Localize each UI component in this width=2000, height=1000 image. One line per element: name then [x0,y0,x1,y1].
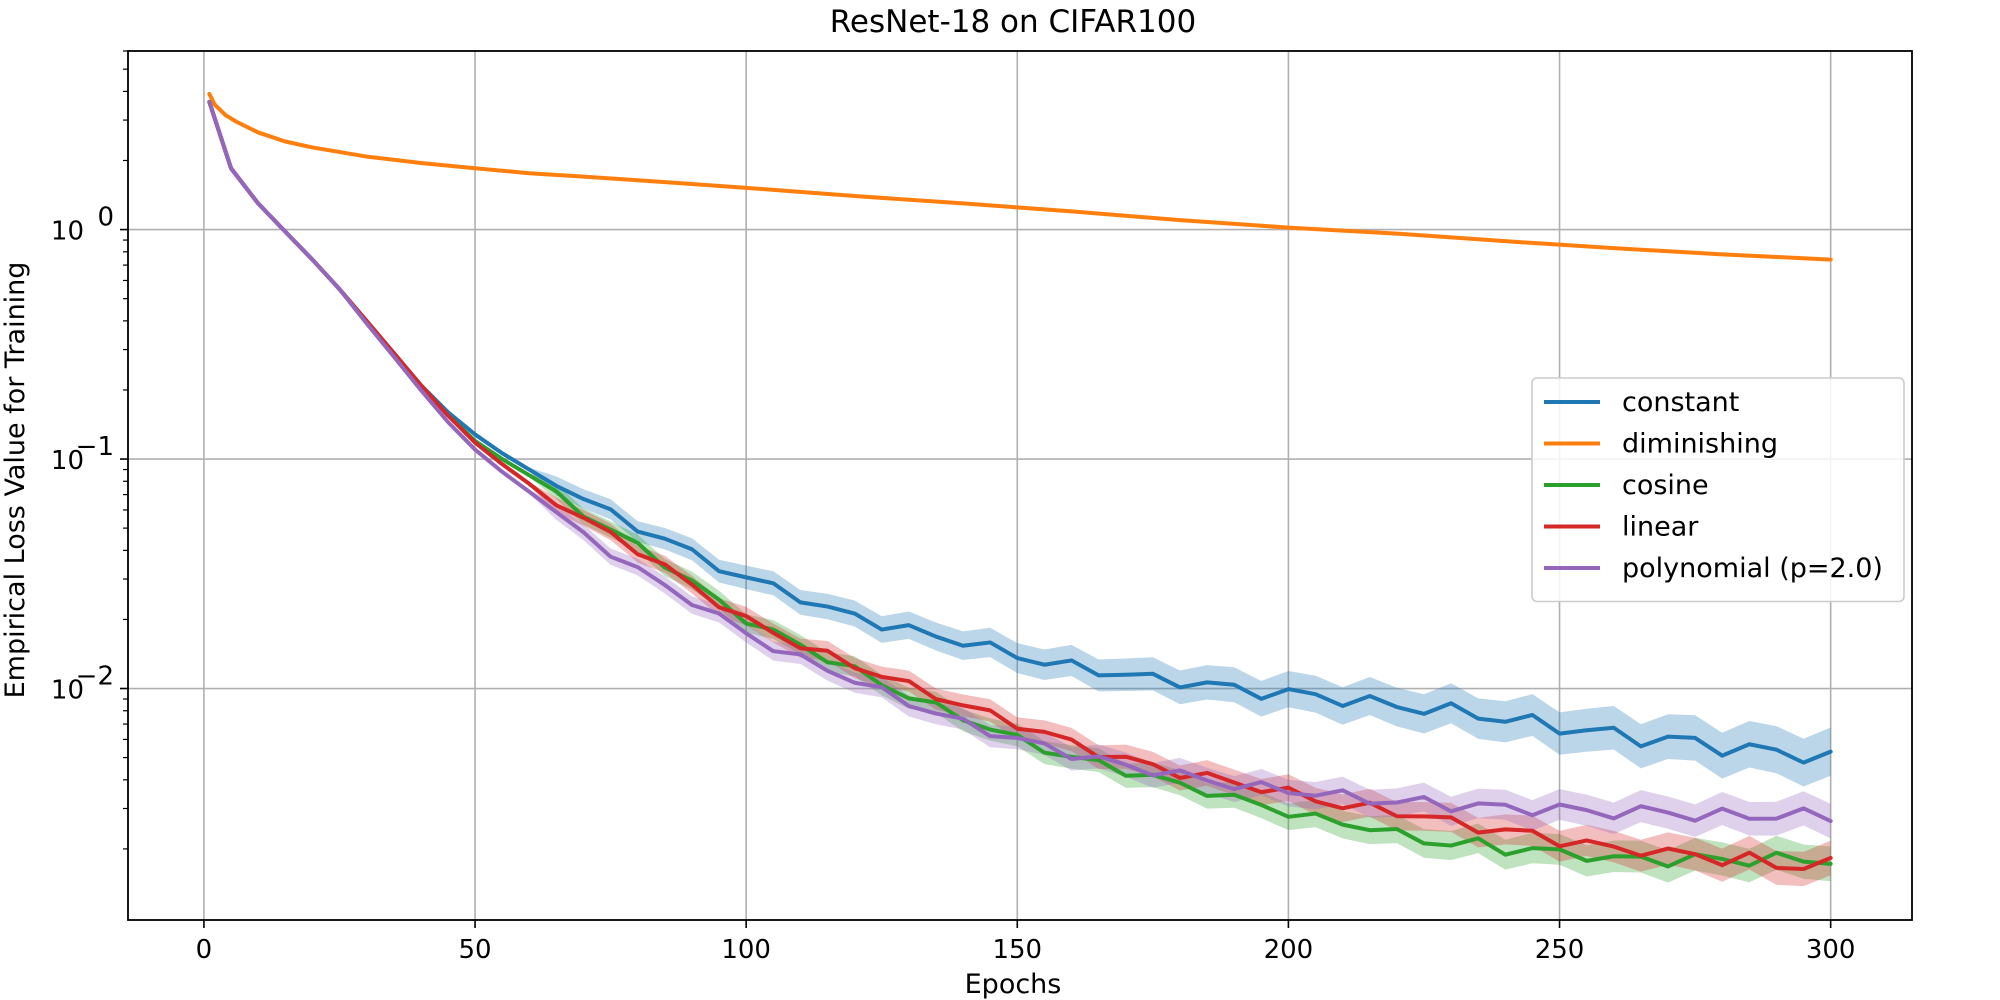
y-axis-label: Empirical Loss Value for Training [0,262,31,699]
y-tick-exponent: 0 [97,203,114,233]
x-tick-label: 250 [1535,935,1585,965]
x-tick-label: 200 [1264,935,1314,965]
series-band-constant [209,99,1831,787]
series-band-cosine [209,99,1831,883]
legend-label: linear [1622,512,1699,543]
x-tick-label: 50 [458,935,491,965]
series-line-linear [207,99,1833,871]
legend-label: cosine [1622,470,1709,501]
y-tick-label: 10 [51,676,84,706]
series-line-constant [207,99,1833,765]
x-tick-label: 100 [721,935,771,965]
legend-label: diminishing [1622,429,1778,460]
y-tick-exponent: −1 [76,432,114,462]
series-line-polynomial-p-2-0- [207,99,1833,824]
x-tick-label: 300 [1806,935,1856,965]
y-tick-label: 10 [51,217,84,247]
x-tick-label: 150 [992,935,1042,965]
legend: constant diminishing cosine linear polynomia… [1531,377,1905,603]
legend-label: constant [1622,387,1739,418]
legend-label: polynomial (p=2.0) [1622,553,1883,584]
y-tick-label: 10 [51,446,84,476]
x-axis-label: Epochs [965,969,1062,1000]
plot-frame [127,50,1913,921]
legend-box [1531,377,1905,603]
series-line-diminishing [207,91,1833,262]
series-lines [207,91,1833,871]
x-tick-label: 0 [196,935,213,965]
chart-title: ResNet-18 on CIFAR100 [830,4,1196,40]
y-tick-exponent: −2 [76,662,114,692]
